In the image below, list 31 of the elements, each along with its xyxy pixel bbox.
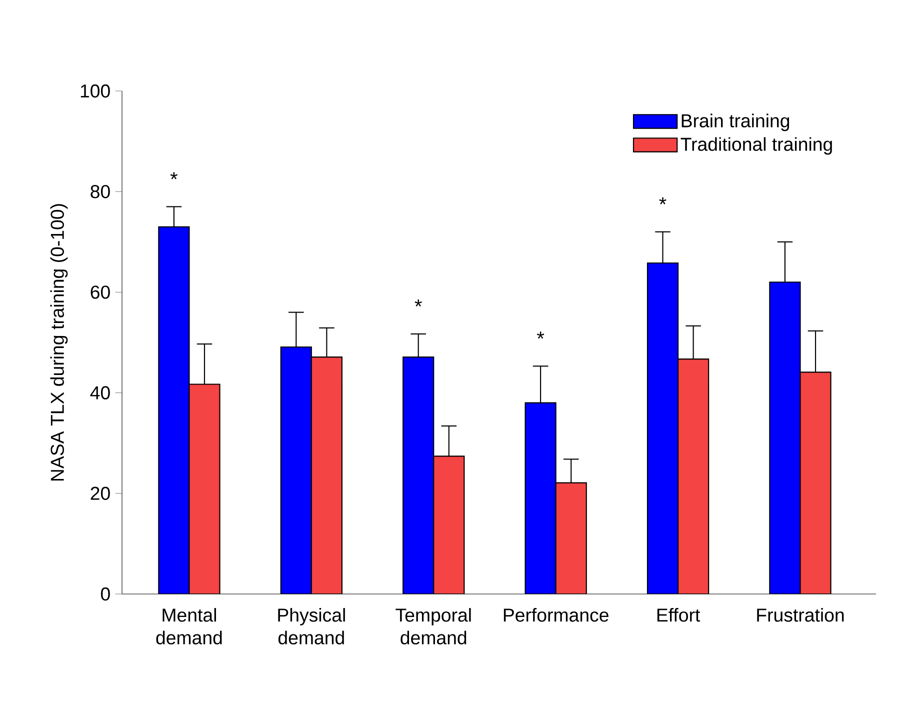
bar	[769, 282, 801, 594]
y-tick-label: 80	[90, 184, 110, 198]
bar	[158, 226, 190, 594]
x-tick-label: Mental demand	[156, 608, 222, 644]
y-tick-label: 0	[100, 587, 110, 601]
bar	[800, 372, 832, 594]
annotation: *	[170, 172, 178, 180]
annotation: *	[414, 299, 422, 306]
bar	[188, 384, 220, 594]
bar	[280, 346, 312, 594]
legend-label: Traditional training	[680, 137, 832, 155]
x-tick-label: Effort	[657, 608, 700, 622]
y-tick-label: 100	[80, 84, 110, 98]
bar	[524, 402, 556, 594]
x-tick-label: Physical demand	[278, 608, 345, 644]
bar	[310, 356, 343, 594]
annotation: *	[659, 197, 666, 204]
x-tick-label: Temporal demand	[396, 608, 471, 644]
bar	[646, 262, 679, 594]
bar	[678, 358, 710, 594]
annotation: *	[536, 332, 544, 339]
y-tick-label: 20	[90, 486, 110, 500]
x-tick-label: Performance	[504, 608, 608, 622]
bar	[402, 356, 434, 594]
y-tick-label: 60	[90, 286, 110, 299]
y-tick-label: 40	[90, 386, 110, 400]
x-tick-label: Frustration	[757, 608, 844, 622]
bar	[433, 456, 465, 594]
bar	[555, 482, 587, 594]
legend-label: Brain training	[682, 114, 790, 132]
y-axis-title: NASA TLX during training (0-100)	[50, 204, 68, 481]
